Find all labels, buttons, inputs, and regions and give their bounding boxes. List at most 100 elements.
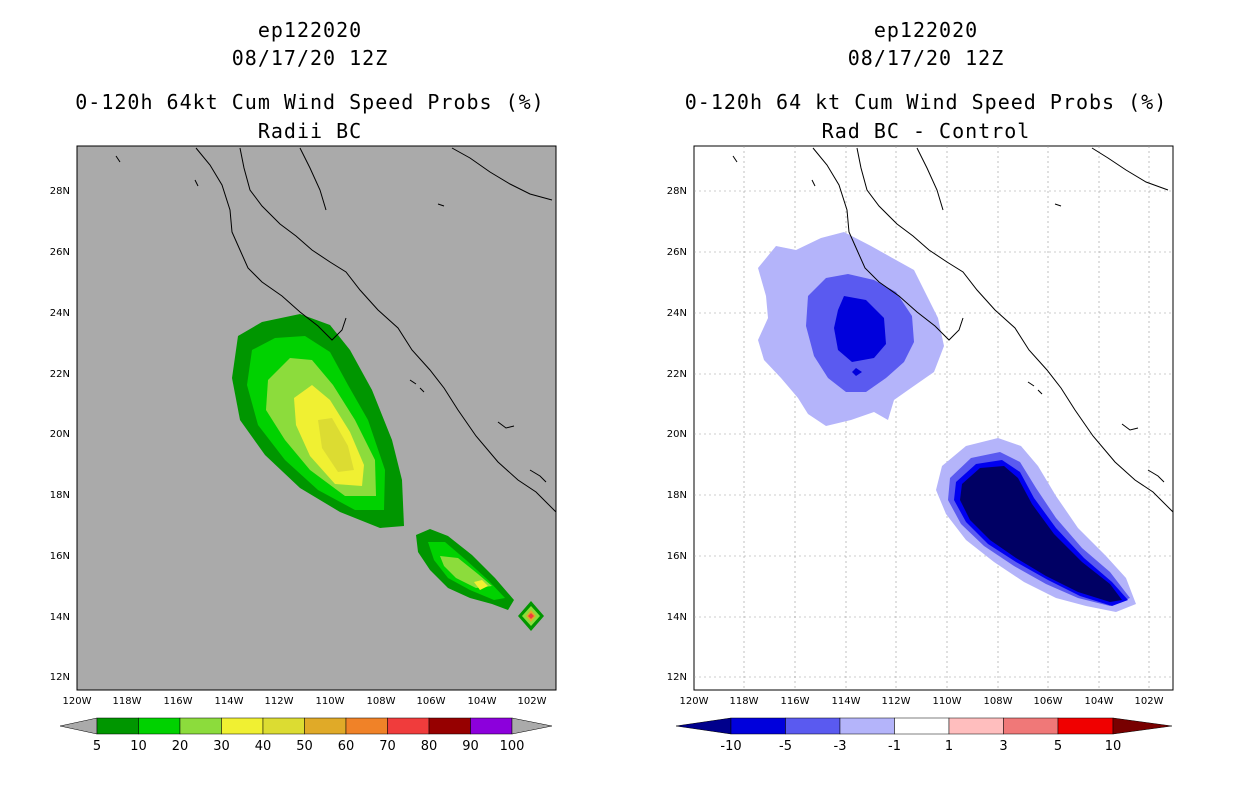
colorbar-label: -10 bbox=[720, 739, 741, 754]
colorbar-label: 1 bbox=[945, 739, 953, 754]
lat-label: 12N bbox=[50, 672, 70, 683]
lon-label: 112W bbox=[882, 696, 911, 707]
lon-label: 102W bbox=[518, 696, 547, 707]
contour-diamond-70 bbox=[528, 613, 534, 619]
colorbar-label: 10 bbox=[130, 739, 147, 754]
right-lon-axis: 120W 118W 116W 114W 112W 110W 108W 106W … bbox=[680, 696, 1164, 707]
lat-label: 16N bbox=[50, 551, 70, 562]
colorbar-label: 100 bbox=[500, 739, 525, 754]
left-probability-contours bbox=[232, 314, 544, 631]
colorbar-swatch bbox=[839, 717, 895, 735]
left-title-line1: ep122020 bbox=[257, 18, 363, 42]
colorbar-left-arrow bbox=[675, 717, 732, 735]
colorbar-swatch bbox=[387, 717, 430, 735]
colorbar-left-arrow bbox=[59, 717, 98, 735]
left-coastline bbox=[115, 147, 557, 513]
left-title-line4: Radii BC bbox=[257, 119, 363, 143]
lon-label: 106W bbox=[417, 696, 446, 707]
colorbar-swatch bbox=[345, 717, 388, 735]
lat-label: 14N bbox=[50, 612, 70, 623]
lon-label: 104W bbox=[1085, 696, 1114, 707]
lat-label: 26N bbox=[50, 247, 70, 258]
lon-label: 110W bbox=[933, 696, 962, 707]
right-difference-contours bbox=[758, 232, 1136, 612]
lon-label: 118W bbox=[113, 696, 142, 707]
colorbar-label: 5 bbox=[1054, 739, 1062, 754]
colorbar-label: 80 bbox=[421, 739, 438, 754]
lon-label: 120W bbox=[680, 696, 709, 707]
lon-label: 116W bbox=[164, 696, 193, 707]
colorbar-label: 60 bbox=[338, 739, 355, 754]
contour-30-b bbox=[474, 580, 488, 590]
lat-label: 28N bbox=[50, 186, 70, 197]
lon-label: 114W bbox=[832, 696, 861, 707]
lon-label: 112W bbox=[265, 696, 294, 707]
lon-label: 106W bbox=[1034, 696, 1063, 707]
right-map: 28N 26N 24N 22N 20N 18N 16N 14N 12N 120W… bbox=[667, 145, 1174, 754]
lat-label: 22N bbox=[667, 369, 687, 380]
contour-20-b bbox=[440, 556, 492, 588]
right-panel: ep122020 08/17/20 12Z 0-120h 64 kt Cum W… bbox=[616, 0, 1236, 800]
colorbar-swatch bbox=[179, 717, 222, 735]
lon-label: 110W bbox=[316, 696, 345, 707]
contour-neg-5 bbox=[834, 296, 886, 362]
lat-label: 20N bbox=[667, 429, 687, 440]
colorbar-swatch bbox=[96, 717, 139, 735]
colorbar-swatch bbox=[470, 717, 513, 735]
lat-label: 26N bbox=[667, 247, 687, 258]
lon-label: 114W bbox=[215, 696, 244, 707]
colorbar-label: 30 bbox=[213, 739, 230, 754]
lat-label: 12N bbox=[667, 672, 687, 683]
lat-label: 16N bbox=[667, 551, 687, 562]
colorbar-label: 90 bbox=[462, 739, 479, 754]
left-colorbar-labels: 5 10 20 30 40 50 60 70 80 90 100 bbox=[93, 739, 525, 754]
colorbar-swatch bbox=[138, 717, 181, 735]
left-panel: ep122020 08/17/20 12Z 0-120h 64kt Cum Wi… bbox=[50, 18, 557, 754]
contour-neg-5-dot bbox=[852, 368, 862, 376]
colorbar-right-arrow bbox=[1112, 717, 1173, 735]
colorbar-swatch bbox=[948, 717, 1004, 735]
colorbar-swatch bbox=[1003, 717, 1059, 735]
right-title-line2: 08/17/20 12Z bbox=[847, 46, 1005, 70]
colorbar-right-arrow bbox=[511, 717, 553, 735]
colorbar-label: 40 bbox=[255, 739, 272, 754]
left-title-line2: 08/17/20 12Z bbox=[231, 46, 389, 70]
left-colorbar bbox=[59, 717, 553, 735]
colorbar-swatch bbox=[428, 717, 471, 735]
lat-label: 18N bbox=[667, 490, 687, 501]
right-coastline bbox=[732, 147, 1174, 513]
lat-label: 22N bbox=[50, 369, 70, 380]
lon-label: 102W bbox=[1135, 696, 1164, 707]
contour-40 bbox=[318, 418, 354, 472]
colorbar-label: -5 bbox=[779, 739, 792, 754]
lon-label: 120W bbox=[63, 696, 92, 707]
colorbar-label: -1 bbox=[888, 739, 901, 754]
lat-label: 20N bbox=[50, 429, 70, 440]
colorbar-label: 3 bbox=[999, 739, 1007, 754]
lat-label: 28N bbox=[667, 186, 687, 197]
colorbar-swatch bbox=[730, 717, 786, 735]
lon-label: 108W bbox=[984, 696, 1013, 707]
lon-label: 116W bbox=[781, 696, 810, 707]
contour-neg-10-b bbox=[960, 466, 1122, 602]
colorbar-swatch bbox=[785, 717, 841, 735]
lat-label: 14N bbox=[667, 612, 687, 623]
colorbar-swatch bbox=[262, 717, 305, 735]
lon-label: 118W bbox=[730, 696, 759, 707]
right-colorbar-labels: -10 -5 -3 -1 1 3 5 10 bbox=[720, 739, 1121, 754]
colorbar-label: 20 bbox=[172, 739, 189, 754]
left-lon-axis: 120W 118W 116W 114W 112W 110W 108W 106W … bbox=[63, 696, 547, 707]
colorbar-swatch bbox=[1057, 717, 1114, 735]
lat-label: 18N bbox=[50, 490, 70, 501]
right-lat-axis: 28N 26N 24N 22N 20N 18N 16N 14N 12N bbox=[667, 186, 687, 683]
lon-label: 104W bbox=[468, 696, 497, 707]
left-lat-axis: 28N 26N 24N 22N 20N 18N 16N 14N 12N bbox=[50, 186, 70, 683]
right-title-line3: 0-120h 64 kt Cum Wind Speed Probs (%) bbox=[684, 90, 1168, 114]
colorbar-label: -3 bbox=[834, 739, 847, 754]
colorbar-swatch bbox=[894, 717, 950, 735]
lon-label: 108W bbox=[367, 696, 396, 707]
colorbar-label: 50 bbox=[296, 739, 313, 754]
lat-label: 24N bbox=[50, 308, 70, 319]
colorbar-label: 70 bbox=[379, 739, 396, 754]
right-title-line4: Rad BC - Control bbox=[821, 119, 1031, 143]
